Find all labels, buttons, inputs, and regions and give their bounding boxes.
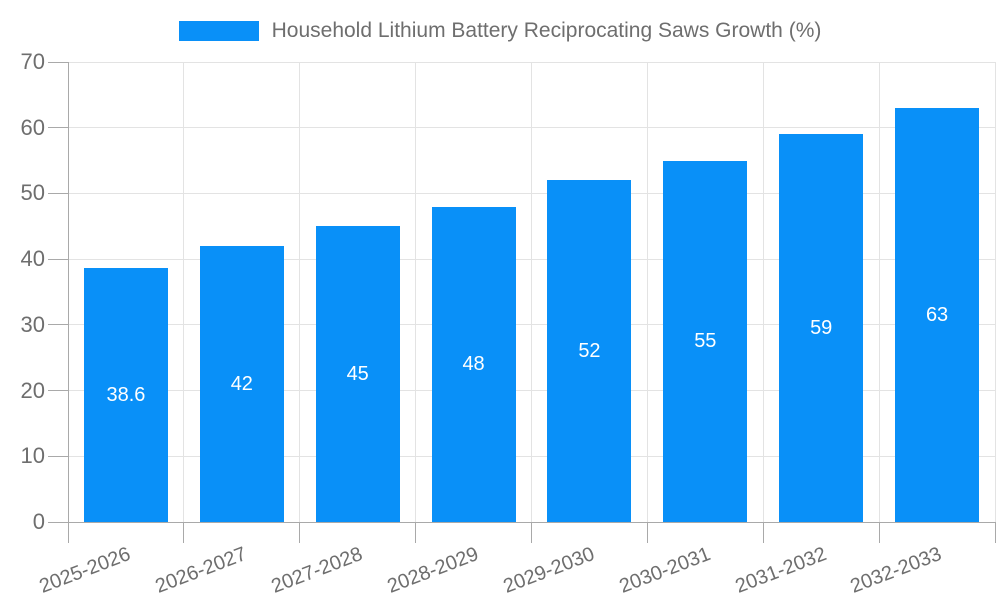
y-axis-label: 30	[20, 311, 45, 337]
y-axis-label: 70	[20, 49, 45, 74]
x-axis-tick	[646, 522, 648, 543]
x-axis-tick	[415, 522, 417, 543]
bar[interactable]: 45	[315, 226, 400, 522]
x-axis-tick	[531, 522, 532, 543]
gridline-vertical	[183, 62, 185, 522]
x-axis-tick	[762, 522, 764, 543]
y-axis-tick	[48, 192, 68, 194]
bar[interactable]: 55	[663, 160, 748, 522]
y-axis-tick	[48, 324, 68, 326]
gridline-vertical	[415, 62, 417, 522]
gridline-vertical	[299, 62, 301, 522]
bar-value-label: 48	[462, 352, 485, 375]
y-axis-label: 60	[20, 114, 45, 140]
x-axis-tick	[994, 522, 996, 543]
x-axis-tick	[299, 522, 301, 543]
x-axis-label: 2027-2028	[268, 543, 366, 598]
bar[interactable]: 38.6	[83, 268, 168, 522]
x-axis-label: 2029-2030	[500, 543, 598, 598]
x-axis-tick	[878, 522, 880, 543]
bar-value-label: 59	[810, 316, 833, 339]
y-axis-label: 40	[20, 246, 45, 272]
y-axis-label: 20	[20, 377, 45, 403]
x-axis-label: 2026-2027	[152, 543, 250, 598]
bar[interactable]: 48	[431, 206, 516, 522]
legend-label: Household Lithium Battery Reciprocating …	[271, 19, 822, 42]
x-axis-label: 2028-2029	[384, 543, 482, 598]
bar-value-label: 42	[230, 372, 253, 395]
legend[interactable]: Household Lithium Battery Reciprocating …	[0, 19, 1000, 43]
x-axis-label: 2031-2032	[731, 543, 830, 598]
gridline-vertical	[646, 62, 648, 522]
bar[interactable]: 42	[199, 246, 284, 522]
gridline-vertical	[531, 62, 532, 522]
y-axis-tick	[48, 390, 68, 392]
bar-value-label: 38.6	[106, 383, 146, 406]
x-axis-label: 2030-2031	[616, 543, 714, 598]
bar[interactable]: 59	[779, 134, 864, 522]
y-axis-tick	[48, 521, 68, 523]
bar-value-label: 45	[346, 362, 369, 385]
y-axis-label: 0	[32, 509, 45, 534]
gridline-vertical	[994, 62, 996, 522]
y-axis-label: 10	[20, 443, 45, 469]
y-axis-tick	[48, 258, 68, 260]
x-axis-label: 2032-2033	[847, 543, 945, 598]
legend-swatch	[178, 21, 259, 41]
y-axis-tick	[48, 455, 68, 457]
gridline-vertical	[878, 62, 880, 522]
y-axis-tick	[48, 127, 68, 129]
x-axis-tick	[67, 522, 69, 543]
y-axis-label: 50	[20, 180, 45, 206]
x-axis-tick	[183, 522, 185, 543]
y-axis-tick	[48, 61, 68, 63]
bar[interactable]: 63	[895, 108, 980, 522]
x-axis-label: 2025-2026	[36, 543, 134, 598]
gridline-vertical	[67, 62, 69, 522]
bar-value-label: 55	[694, 329, 717, 352]
bar-value-label: 63	[925, 303, 949, 326]
bar-value-label: 52	[578, 339, 601, 362]
gridline-vertical	[762, 62, 764, 522]
bar[interactable]: 52	[547, 180, 632, 522]
